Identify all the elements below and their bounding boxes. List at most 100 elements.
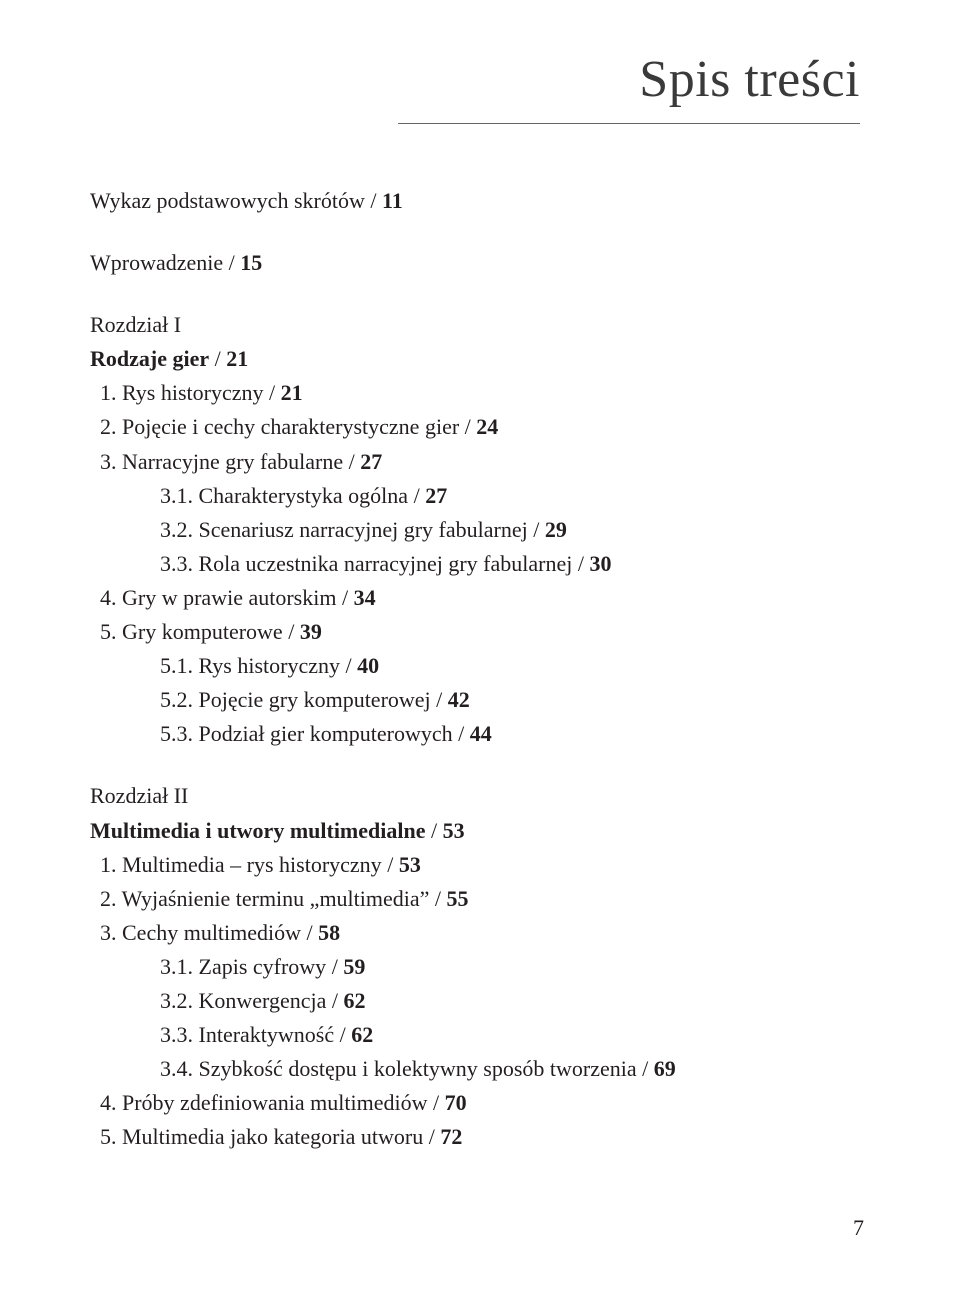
toc-entry-num: 2. xyxy=(100,414,117,439)
toc-entry-page: 59 xyxy=(343,954,365,979)
toc-entry-text: Scenariusz narracyjnej gry fabularnej xyxy=(199,517,528,542)
toc-separator: / xyxy=(387,852,399,877)
toc-separator: / xyxy=(414,483,426,508)
toc-entry-page: 62 xyxy=(344,988,366,1013)
toc-entry-num: 3.2. xyxy=(160,988,193,1013)
toc-entry-num: 5.3. xyxy=(160,721,193,746)
page-title: Spis treści xyxy=(398,50,860,124)
toc-subentry: 5.1. Rys historyczny / 40 xyxy=(160,649,870,683)
toc-entry-page: 27 xyxy=(360,449,382,474)
toc-entry-num: 3.1. xyxy=(160,954,193,979)
toc-entry-text: Rys historyczny xyxy=(199,653,341,678)
toc-entry-page: 42 xyxy=(448,687,470,712)
toc-separator: / xyxy=(332,988,344,1013)
toc-entry-text: Interaktywność xyxy=(199,1022,335,1047)
toc-entry-page: 55 xyxy=(447,886,469,911)
toc-entry-text: Gry komputerowe xyxy=(122,619,283,644)
toc-entry-text: Szybkość dostępu i kolektywny sposób two… xyxy=(199,1056,637,1081)
toc-entry-num: 3.3. xyxy=(160,1022,193,1047)
chapter-title: Rodzaje gier xyxy=(90,346,209,371)
toc-subentry: 3.3. Interaktywność / 62 xyxy=(160,1018,870,1052)
chapter-title-row: Rodzaje gier / 21 xyxy=(90,342,870,376)
toc-entry-page: 21 xyxy=(281,380,303,405)
toc-entry-num: 3.4. xyxy=(160,1056,193,1081)
toc-entry-page: 29 xyxy=(545,517,567,542)
toc-entry: 4. Próby zdefiniowania multimediów / 70 xyxy=(128,1086,870,1120)
toc-entry-num: 4. xyxy=(100,585,117,610)
toc-entry-num: 3.1. xyxy=(160,483,193,508)
toc-separator: / xyxy=(288,619,300,644)
toc-entry-text: Narracyjne gry fabularne xyxy=(122,449,343,474)
toc-entry: 5. Multimedia jako kategoria utworu / 72 xyxy=(128,1120,870,1154)
toc-entry-num: 4. xyxy=(100,1090,117,1115)
toc-chapter: Rozdział I Rodzaje gier / 21 1. Rys hist… xyxy=(90,308,870,751)
toc-pre-entry: Wykaz podstawowych skrótów / 11 xyxy=(90,184,870,218)
toc-separator: / xyxy=(435,886,447,911)
toc-separator: / xyxy=(269,380,281,405)
toc-entry-label: Wprowadzenie xyxy=(90,250,223,275)
toc-entry-text: Gry w prawie autorskim xyxy=(122,585,336,610)
toc-entry-text: Cechy multimediów xyxy=(122,920,301,945)
toc-entry: 2. Wyjaśnienie terminu „multimedia” / 55 xyxy=(128,882,870,916)
toc-separator: / xyxy=(431,818,443,843)
toc-entry-page: 69 xyxy=(654,1056,676,1081)
toc-separator: / xyxy=(215,346,227,371)
toc-entry-num: 5. xyxy=(100,619,117,644)
toc-entry-num: 3. xyxy=(100,449,117,474)
toc-entry-num: 5. xyxy=(100,1124,117,1149)
toc-entry: 4. Gry w prawie autorskim / 34 xyxy=(128,581,870,615)
toc-subentry: 3.2. Scenariusz narracyjnej gry fabularn… xyxy=(160,513,870,547)
toc-entry-label: Wykaz podstawowych skrótów xyxy=(90,188,365,213)
toc-entry-num: 5.2. xyxy=(160,687,193,712)
toc-content: Wykaz podstawowych skrótów / 11 Wprowadz… xyxy=(90,184,870,1154)
chapter-page: 21 xyxy=(226,346,248,371)
chapter-label: Rozdział II xyxy=(90,779,870,813)
toc-entry-num: 5.1. xyxy=(160,653,193,678)
toc-entry: 1. Rys historyczny / 21 xyxy=(128,376,870,410)
toc-entry-text: Pojęcie i cechy charakterystyczne gier xyxy=(122,414,459,439)
toc-entry-text: Wyjaśnienie terminu „multimedia” xyxy=(122,886,430,911)
footer-page-number: 7 xyxy=(853,1215,864,1241)
toc-entry: 2. Pojęcie i cechy charakterystyczne gie… xyxy=(128,410,870,444)
toc-entry-num: 1. xyxy=(100,852,117,877)
toc-entry-page: 39 xyxy=(300,619,322,644)
toc-entry-page: 58 xyxy=(318,920,340,945)
toc-entry-page: 62 xyxy=(351,1022,373,1047)
toc-separator: / xyxy=(340,1022,352,1047)
toc-entry-page: 53 xyxy=(399,852,421,877)
toc-entry-num: 3. xyxy=(100,920,117,945)
toc-entry-page: 24 xyxy=(476,414,498,439)
toc-separator: / xyxy=(342,585,354,610)
toc-entry-text: Próby zdefiniowania multimediów xyxy=(122,1090,428,1115)
toc-entry-text: Multimedia – rys historyczny xyxy=(122,852,382,877)
toc-entry-page: 40 xyxy=(357,653,379,678)
toc-entry: 1. Multimedia – rys historyczny / 53 xyxy=(128,848,870,882)
toc-separator: / xyxy=(436,687,448,712)
toc-entry-page: 72 xyxy=(440,1124,462,1149)
toc-entry: 3. Narracyjne gry fabularne / 27 xyxy=(128,445,870,479)
toc-entry-page: 44 xyxy=(470,721,492,746)
toc-separator: / xyxy=(429,1124,441,1149)
toc-separator: / xyxy=(433,1090,445,1115)
toc-chapter: Rozdział II Multimedia i utwory multimed… xyxy=(90,779,870,1154)
toc-separator: / xyxy=(465,414,477,439)
toc-separator: / xyxy=(307,920,319,945)
chapter-label: Rozdział I xyxy=(90,308,870,342)
toc-entry-num: 3.3. xyxy=(160,551,193,576)
toc-entry-page: 15 xyxy=(240,250,262,275)
toc-entry-text: Konwergencja xyxy=(199,988,327,1013)
toc-subentry: 3.3. Rola uczestnika narracyjnej gry fab… xyxy=(160,547,870,581)
toc-separator: / xyxy=(229,250,241,275)
toc-entry-text: Zapis cyfrowy xyxy=(199,954,327,979)
toc-entry-page: 30 xyxy=(589,551,611,576)
toc-entry-text: Multimedia jako kategoria utworu xyxy=(122,1124,423,1149)
toc-entry-text: Charakterystyka ogólna xyxy=(199,483,409,508)
toc-entry-page: 27 xyxy=(425,483,447,508)
toc-subentry: 3.4. Szybkość dostępu i kolektywny sposó… xyxy=(160,1052,870,1086)
toc-subentry: 3.1. Charakterystyka ogólna / 27 xyxy=(160,479,870,513)
chapter-page: 53 xyxy=(443,818,465,843)
toc-entry: 3. Cechy multimediów / 58 xyxy=(128,916,870,950)
toc-pre-entry: Wprowadzenie / 15 xyxy=(90,246,870,280)
toc-separator: / xyxy=(533,517,545,542)
toc-entry-num: 1. xyxy=(100,380,117,405)
